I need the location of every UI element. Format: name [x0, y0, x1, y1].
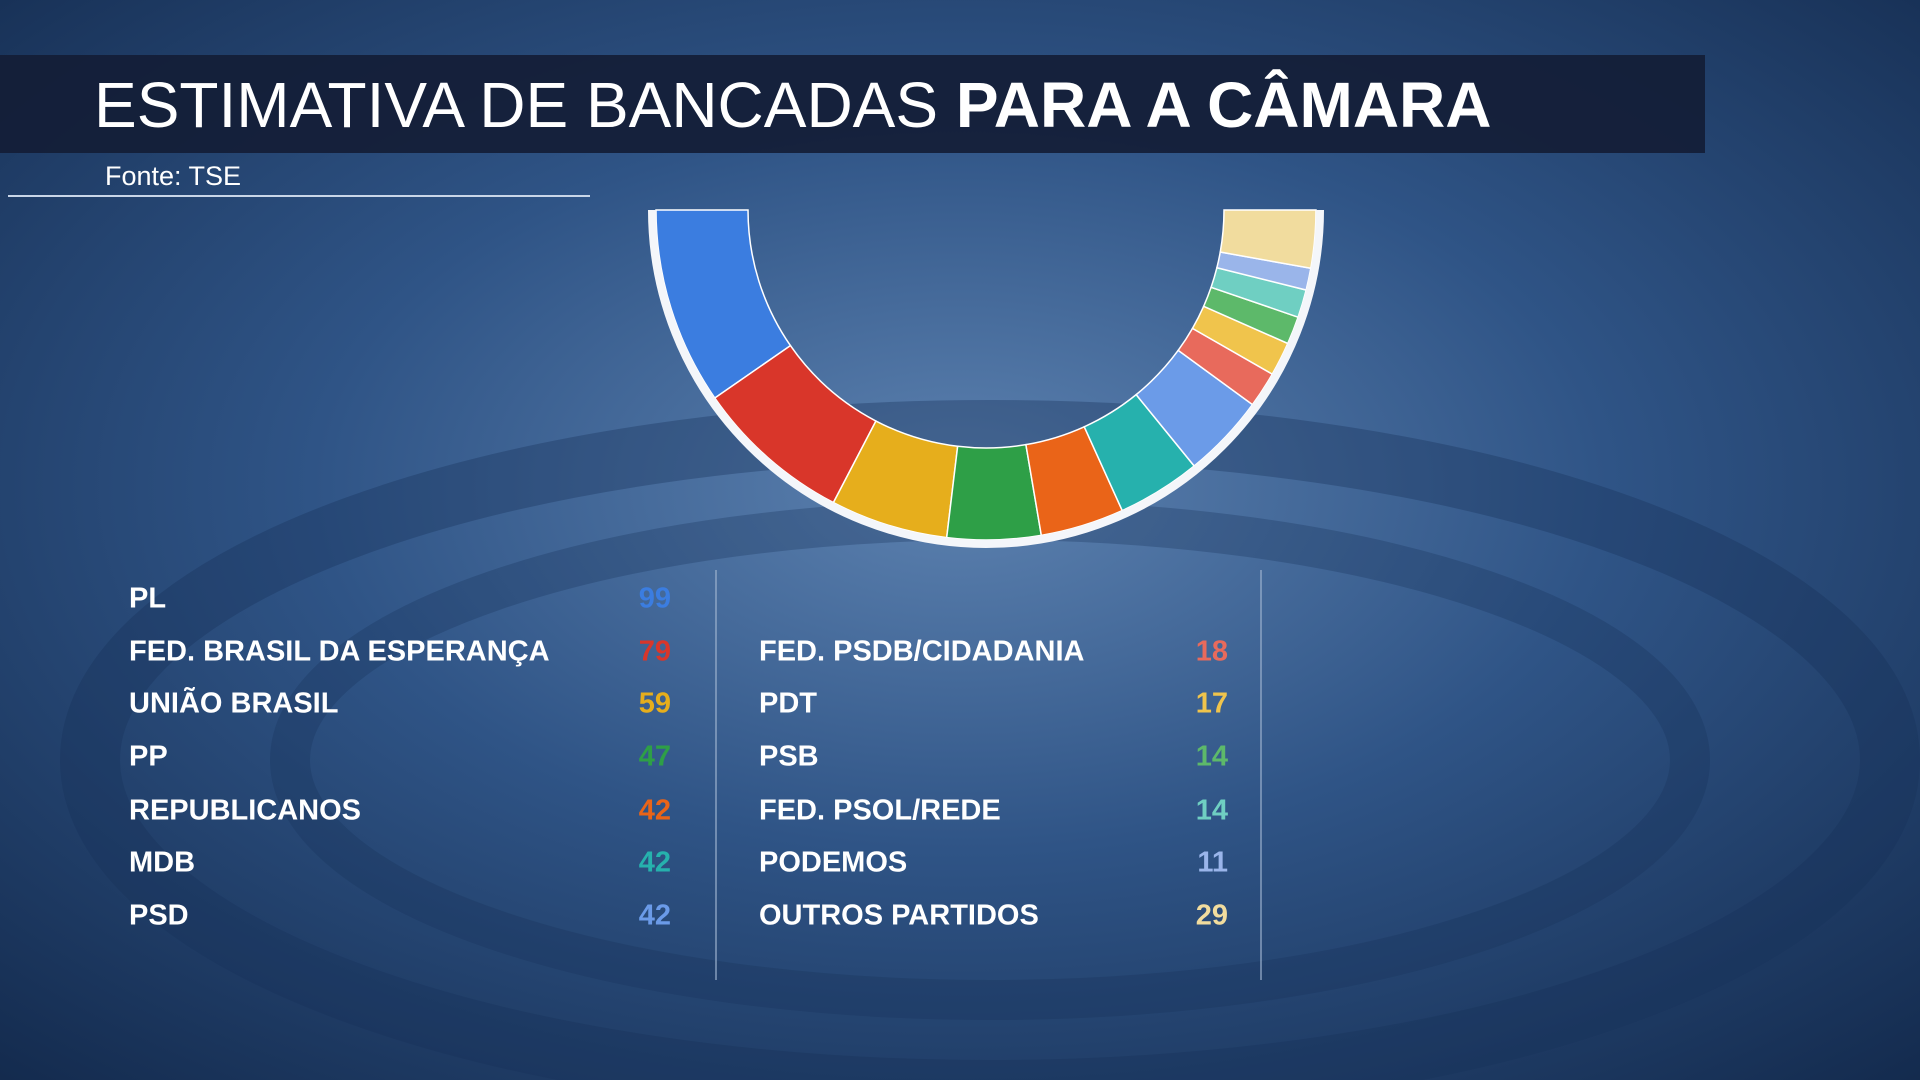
party-name: FED. PSDB/CIDADANIA — [759, 636, 1085, 668]
party-seats: 18 — [1196, 636, 1228, 668]
party-seats: 42 — [639, 795, 671, 827]
party-seats: 42 — [639, 847, 671, 879]
party-seats: 42 — [639, 900, 671, 932]
party-seats: 14 — [1196, 795, 1228, 827]
party-seats: 11 — [1197, 847, 1228, 879]
source: Fonte: TSE — [105, 161, 241, 191]
party-name: PL — [129, 583, 166, 615]
arc-segment — [945, 443, 1043, 541]
party-name: PODEMOS — [759, 847, 907, 879]
party-name: FED. BRASIL DA ESPERANÇA — [129, 636, 550, 668]
party-seats: 47 — [639, 741, 671, 773]
party-name: PP — [129, 741, 168, 773]
party-seats: 29 — [1196, 900, 1228, 932]
party-name: MDB — [129, 847, 195, 879]
party-seats: 17 — [1196, 688, 1228, 720]
chart-title: ESTIMATIVA DE BANCADAS PARA A CÂMARA — [94, 68, 1491, 141]
semicircle — [648, 209, 1324, 548]
legend-table: PL 99 FED. BRASIL DA ESPERANÇA 79 UNIÃO BRAS… — [129, 583, 1228, 932]
arc-segment — [1219, 209, 1317, 270]
party-name: REPUBLICANOS — [129, 795, 361, 827]
arc-border — [648, 209, 1324, 548]
party-name: FED. PSOL/REDE — [759, 795, 1001, 827]
party-seats: 99 — [639, 583, 671, 615]
background-seats — [60, 400, 1920, 1080]
party-seats: 79 — [639, 636, 671, 668]
party-name: PSD — [129, 900, 189, 932]
party-seats: 59 — [639, 688, 671, 720]
party-name: OUTROS PARTIDOS — [759, 900, 1039, 932]
party-name: PSB — [759, 741, 819, 773]
party-name: PDT — [759, 688, 817, 720]
party-seats: 14 — [1196, 741, 1228, 773]
party-name: UNIÃO BRASIL — [129, 686, 338, 720]
title-bar — [0, 55, 1705, 153]
